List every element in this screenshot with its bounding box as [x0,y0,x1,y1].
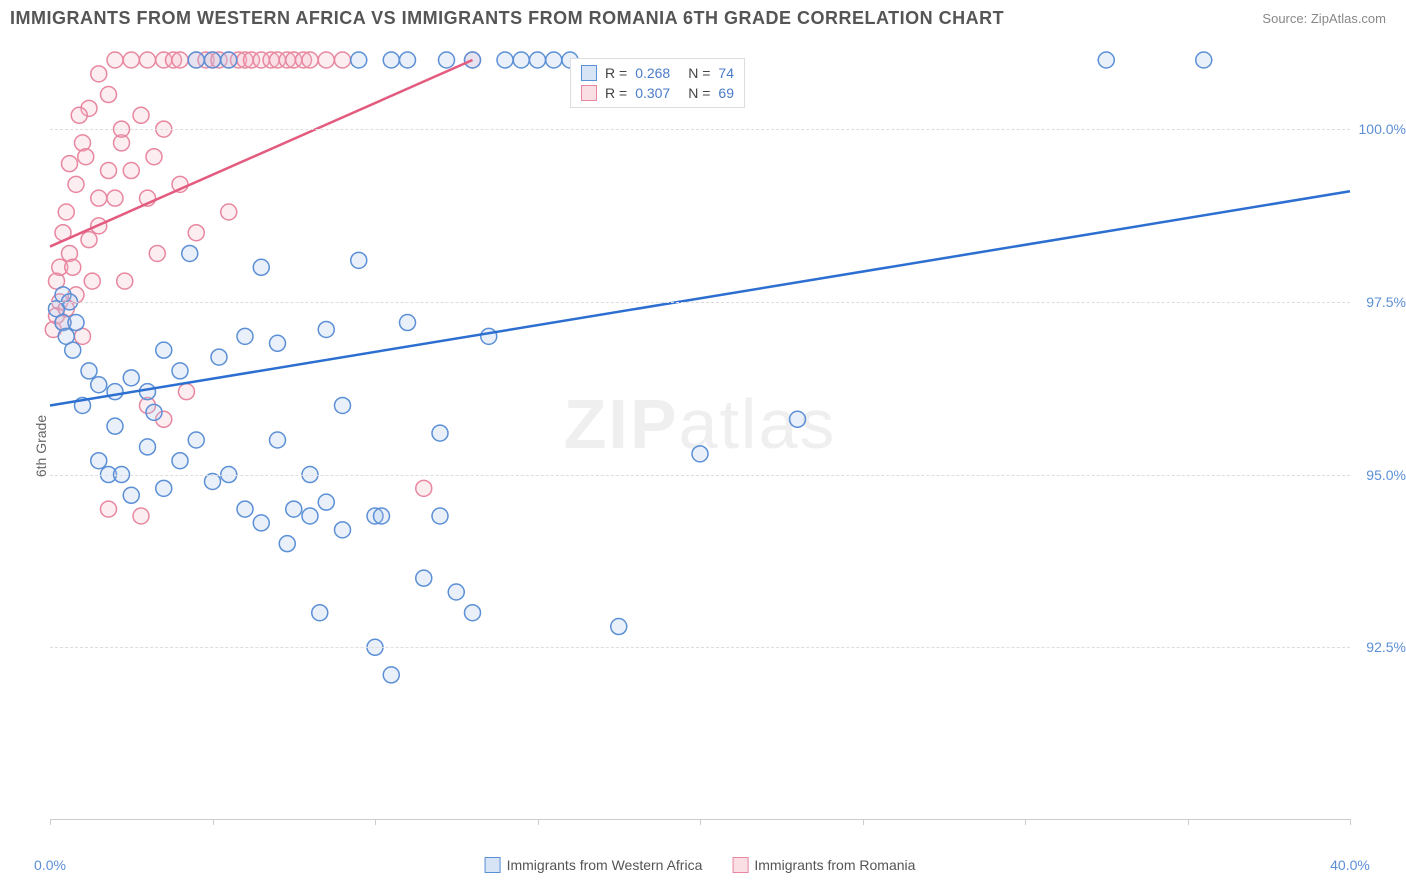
swatch-pink [732,857,748,873]
swatch-pink [581,85,597,101]
plot-area: ZIPatlas R = 0.268 N = 74 R = 0.307 N = … [50,60,1350,820]
series-legend: Immigrants from Western Africa Immigrant… [485,857,916,873]
chart-title: IMMIGRANTS FROM WESTERN AFRICA VS IMMIGR… [10,8,1004,29]
legend-item-blue: Immigrants from Western Africa [485,857,703,873]
stats-row-blue: R = 0.268 N = 74 [581,63,734,83]
stats-row-pink: R = 0.307 N = 69 [581,83,734,103]
y-axis-label: 6th Grade [33,415,49,477]
swatch-blue [581,65,597,81]
header: IMMIGRANTS FROM WESTERN AFRICA VS IMMIGR… [0,0,1406,33]
source-label: Source: ZipAtlas.com [1262,11,1386,26]
chart-container: IMMIGRANTS FROM WESTERN AFRICA VS IMMIGR… [0,0,1406,892]
legend-item-pink: Immigrants from Romania [732,857,915,873]
stats-legend: R = 0.268 N = 74 R = 0.307 N = 69 [570,58,745,108]
swatch-blue [485,857,501,873]
scatter-svg [50,60,1350,819]
